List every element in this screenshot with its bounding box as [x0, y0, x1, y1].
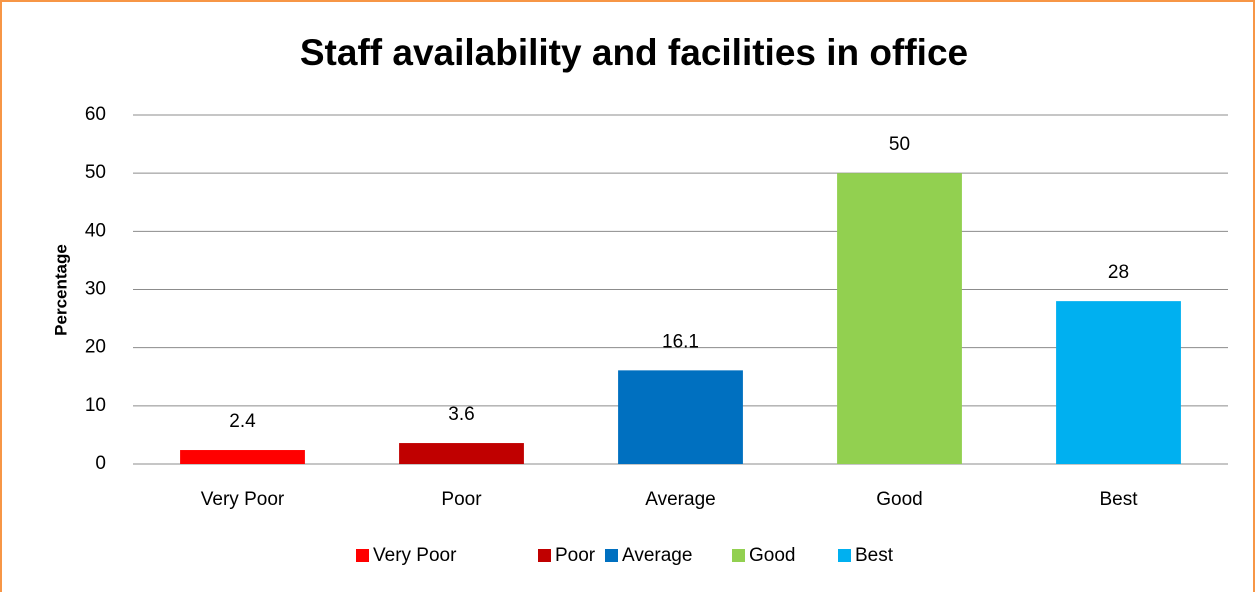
data-label: 2.4 [229, 411, 256, 432]
bar [399, 443, 524, 464]
x-tick-label: Good [876, 489, 922, 510]
legend-swatch [538, 549, 551, 562]
y-tick-label: 10 [85, 395, 106, 416]
legend-label: Good [749, 545, 795, 566]
data-label: 16.1 [662, 331, 699, 352]
y-tick-label: 50 [85, 162, 106, 183]
x-tick-label: Poor [441, 489, 482, 510]
x-tick-label: Best [1099, 489, 1138, 510]
y-tick-label: 0 [95, 453, 106, 474]
chart-title: Staff availability and facilities in off… [300, 32, 968, 73]
x-tick-label: Very Poor [201, 489, 285, 510]
bar [618, 370, 743, 464]
legend-label: Best [855, 545, 894, 566]
y-tick-label: 40 [85, 220, 106, 241]
legend-swatch [732, 549, 745, 562]
bar [180, 450, 305, 464]
y-axis-label: Percentage [51, 244, 70, 336]
bar [837, 173, 962, 464]
bar [1056, 301, 1181, 464]
legend-swatch [838, 549, 851, 562]
data-label: 28 [1108, 262, 1129, 283]
legend-label: Very Poor [373, 545, 457, 566]
y-tick-label: 20 [85, 337, 106, 358]
data-label: 3.6 [448, 404, 474, 425]
legend-label: Poor [555, 545, 596, 566]
legend-swatch [605, 549, 618, 562]
y-tick-label: 60 [85, 104, 106, 125]
y-tick-label: 30 [85, 279, 106, 300]
data-label: 50 [889, 134, 910, 155]
legend-swatch [356, 549, 369, 562]
legend-label: Average [622, 545, 692, 566]
x-tick-label: Average [645, 489, 715, 510]
